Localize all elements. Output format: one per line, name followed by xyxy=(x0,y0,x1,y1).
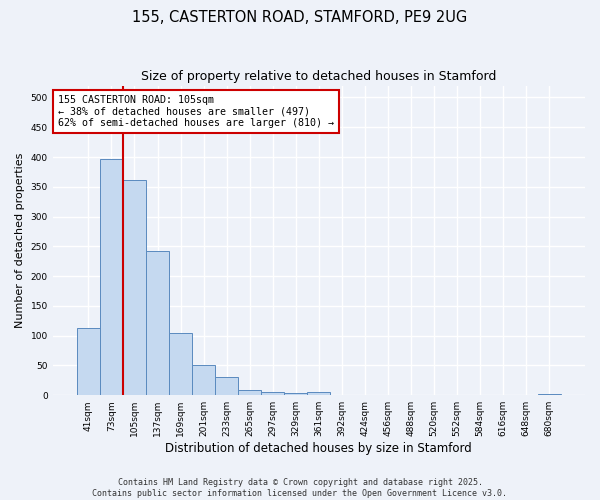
Text: Contains HM Land Registry data © Crown copyright and database right 2025.
Contai: Contains HM Land Registry data © Crown c… xyxy=(92,478,508,498)
X-axis label: Distribution of detached houses by size in Stamford: Distribution of detached houses by size … xyxy=(166,442,472,455)
Bar xyxy=(284,393,307,395)
Text: 155, CASTERTON ROAD, STAMFORD, PE9 2UG: 155, CASTERTON ROAD, STAMFORD, PE9 2UG xyxy=(133,10,467,25)
Bar xyxy=(538,394,561,395)
Bar xyxy=(307,392,331,395)
Bar xyxy=(169,332,192,395)
Bar xyxy=(192,366,215,395)
Bar xyxy=(261,392,284,395)
Title: Size of property relative to detached houses in Stamford: Size of property relative to detached ho… xyxy=(141,70,497,83)
Y-axis label: Number of detached properties: Number of detached properties xyxy=(15,152,25,328)
Text: 155 CASTERTON ROAD: 105sqm
← 38% of detached houses are smaller (497)
62% of sem: 155 CASTERTON ROAD: 105sqm ← 38% of deta… xyxy=(58,95,334,128)
Bar xyxy=(422,394,446,395)
Bar xyxy=(77,328,100,395)
Bar xyxy=(331,394,353,395)
Bar xyxy=(146,250,169,395)
Bar xyxy=(238,390,261,395)
Bar xyxy=(123,180,146,395)
Bar xyxy=(215,378,238,395)
Bar xyxy=(100,159,123,395)
